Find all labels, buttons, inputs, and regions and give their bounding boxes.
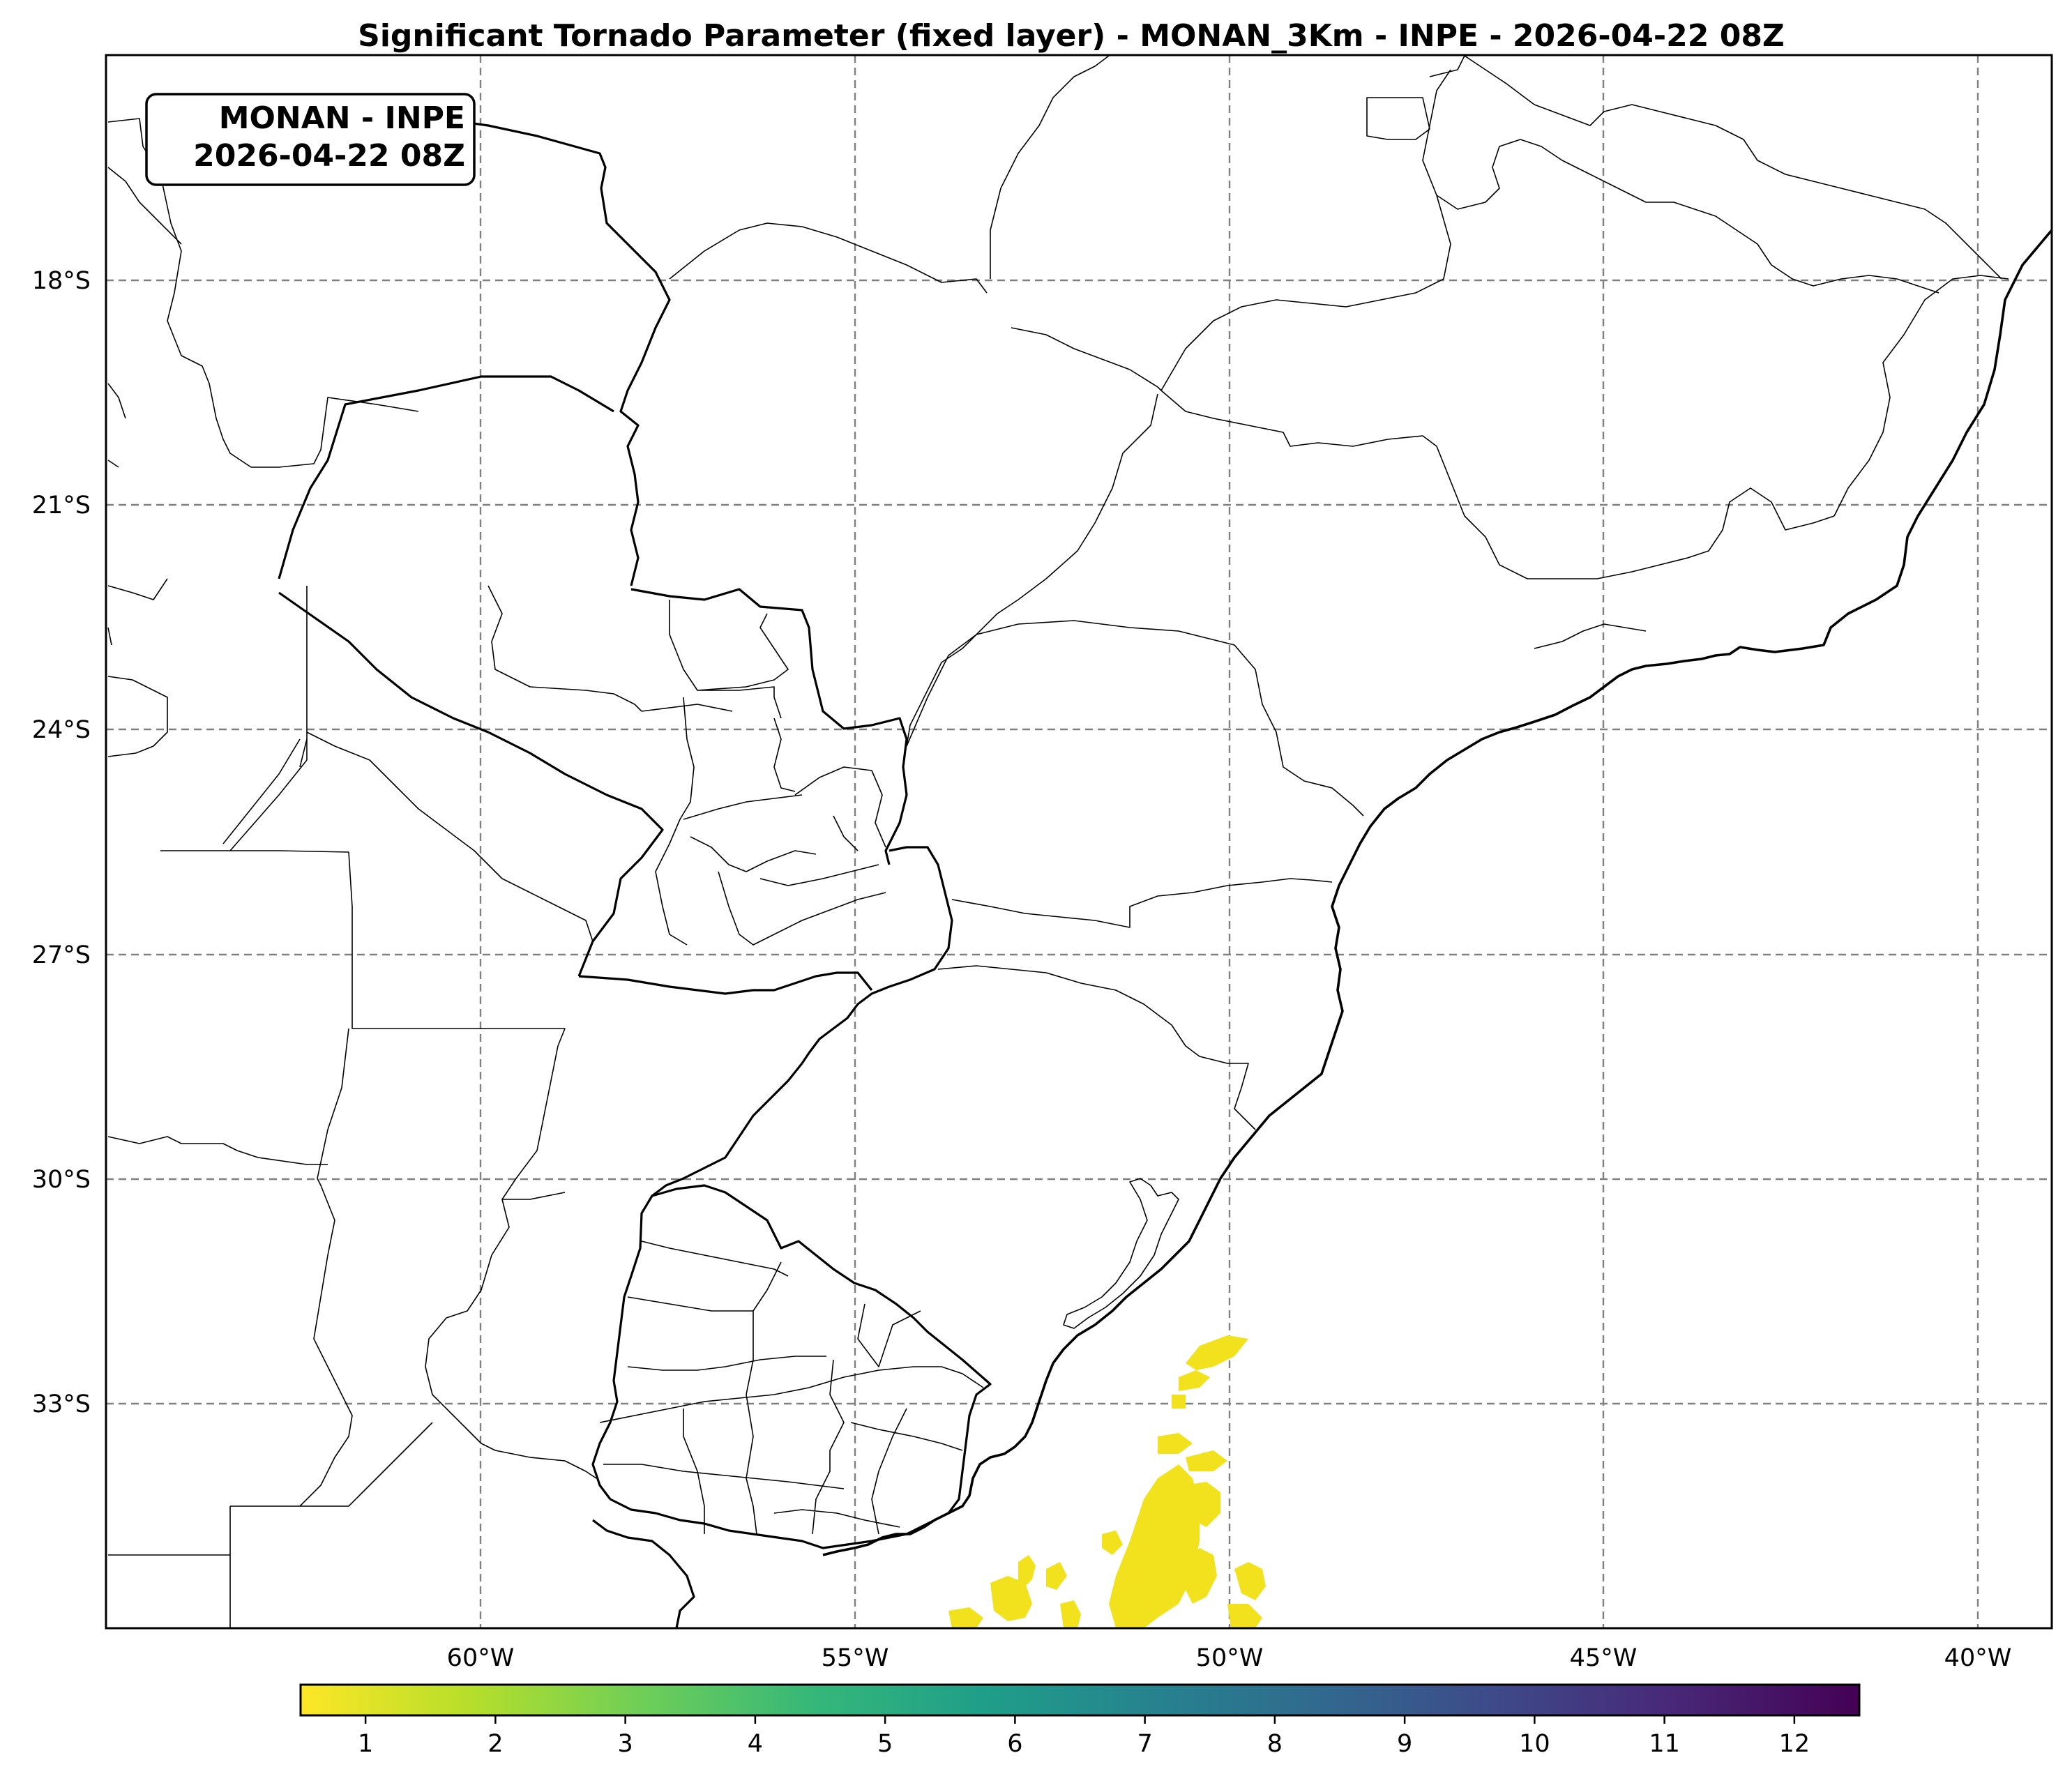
- lon-tick-label: 40°W: [1944, 1644, 2012, 1672]
- colorbar-tick-label: 1: [358, 1730, 373, 1758]
- info-box: MONAN - INPE 2026-04-22 08Z: [145, 93, 476, 186]
- paraguay-northern-border: [278, 375, 614, 579]
- argentina-coast-south: [592, 1519, 695, 1628]
- state-line-ba: [1366, 55, 2002, 280]
- map-title: Significant Tornado Parameter (fixed lay…: [358, 18, 1785, 54]
- state-line-ms-sp: [669, 222, 988, 294]
- colorbar-gradient: [299, 1683, 1861, 1717]
- paraguay-argentina-border: [278, 591, 664, 977]
- state-line-sc-rs: [937, 965, 1256, 1130]
- lat-tick-label: 24°S: [32, 716, 91, 744]
- argentina-misiones-west: [578, 971, 873, 995]
- brazil-bolivia-border: [439, 117, 671, 586]
- lon-tick-label: 55°W: [822, 1644, 889, 1672]
- stp-contour: [990, 1576, 1032, 1621]
- misiones-border: [801, 846, 953, 1064]
- map-area: [106, 55, 2052, 1628]
- colorbar-tick-label: 11: [1649, 1730, 1680, 1758]
- colorbar-tick-label: 9: [1397, 1730, 1412, 1758]
- argentina-chaco-lines: [107, 578, 308, 844]
- paraguay-brazil-border: [630, 588, 908, 865]
- state-line-pr-sc: [951, 878, 1333, 928]
- lat-tick-label: 33°S: [32, 1390, 91, 1418]
- lon-tick-label: 60°W: [447, 1644, 515, 1672]
- stp-contour: [1172, 1395, 1186, 1409]
- lat-tick-label: 27°S: [32, 941, 91, 969]
- stp-contour: [1060, 1600, 1081, 1628]
- stp-contour: [1234, 1562, 1266, 1600]
- stp-contour: [1109, 1464, 1200, 1628]
- state-line-rj-sp: [1534, 623, 1647, 649]
- bolivia-internal: [107, 118, 419, 468]
- stp-contour: [1102, 1531, 1123, 1555]
- colorbar-tick-label: 6: [1007, 1730, 1022, 1758]
- state-line-mg-sp: [906, 393, 1158, 747]
- colorbar-tick-label: 10: [1519, 1730, 1550, 1758]
- info-box-line1: MONAN - INPE: [219, 100, 465, 136]
- stp-field: [948, 1335, 1266, 1628]
- lon-tick-label: 45°W: [1570, 1644, 1638, 1672]
- lat-tick-label: 21°S: [32, 492, 91, 519]
- paraguay-departments: [487, 585, 886, 946]
- stp-contour: [1018, 1555, 1036, 1586]
- atlantic-coastline: [822, 229, 2052, 1556]
- uruguay-departments: [599, 1240, 984, 1535]
- uruguay-river: [591, 1063, 803, 1500]
- stp-contour: [1186, 1450, 1227, 1471]
- lagoa-dos-patos: [1063, 1178, 1179, 1329]
- stp-contour: [1186, 1482, 1220, 1527]
- colorbar-tick-label: 3: [617, 1730, 633, 1758]
- colorbar-tick-label: 2: [487, 1730, 503, 1758]
- colorbar-ticks: 1 2 3 4 5 6 7 8 9 10 11 12: [358, 1715, 1810, 1758]
- lon-tick-label: 50°W: [1196, 1644, 1264, 1672]
- colorbar-tick-label: 4: [748, 1730, 763, 1758]
- state-line-mg-rj-es: [1160, 390, 1835, 579]
- stp-contour: [1227, 1604, 1262, 1628]
- lat-tick-labels: 18°S 21°S 24°S 27°S 30°S 33°S: [32, 267, 91, 1418]
- stp-contour: [948, 1607, 983, 1628]
- state-line-mg-north: [1011, 69, 1451, 391]
- brazil-uruguay-border: [651, 1184, 992, 1514]
- colorbar: 1 2 3 4 5 6 7 8 9 10 11 12: [299, 1683, 1861, 1758]
- state-line-mg-east: [1436, 139, 1939, 294]
- gridlines: [106, 55, 2052, 1628]
- colorbar-tick-label: 8: [1267, 1730, 1283, 1758]
- stp-contour: [1046, 1562, 1067, 1590]
- rio-de-la-plata-coast: [610, 1498, 935, 1549]
- stp-contour: [1186, 1335, 1248, 1370]
- colorbar-tick-label: 12: [1779, 1730, 1810, 1758]
- colorbar-tick-label: 7: [1137, 1730, 1152, 1758]
- lat-tick-label: 30°S: [32, 1166, 91, 1194]
- state-line-go-mg: [990, 55, 1110, 279]
- colorbar-tick-label: 5: [877, 1730, 893, 1758]
- state-line-es-ba: [1833, 275, 2009, 517]
- stp-contour: [1179, 1370, 1210, 1391]
- map-frame: [105, 54, 2053, 1630]
- lat-tick-label: 18°S: [32, 267, 91, 295]
- stp-contour: [1158, 1433, 1193, 1454]
- stp-contour: [1186, 1548, 1217, 1604]
- info-box-line2: 2026-04-22 08Z: [193, 138, 465, 174]
- argentina-provinces: [107, 586, 597, 1628]
- lon-tick-labels: 60°W 55°W 50°W 45°W 40°W: [447, 1644, 2012, 1672]
- state-line-sp-pr: [906, 620, 1364, 817]
